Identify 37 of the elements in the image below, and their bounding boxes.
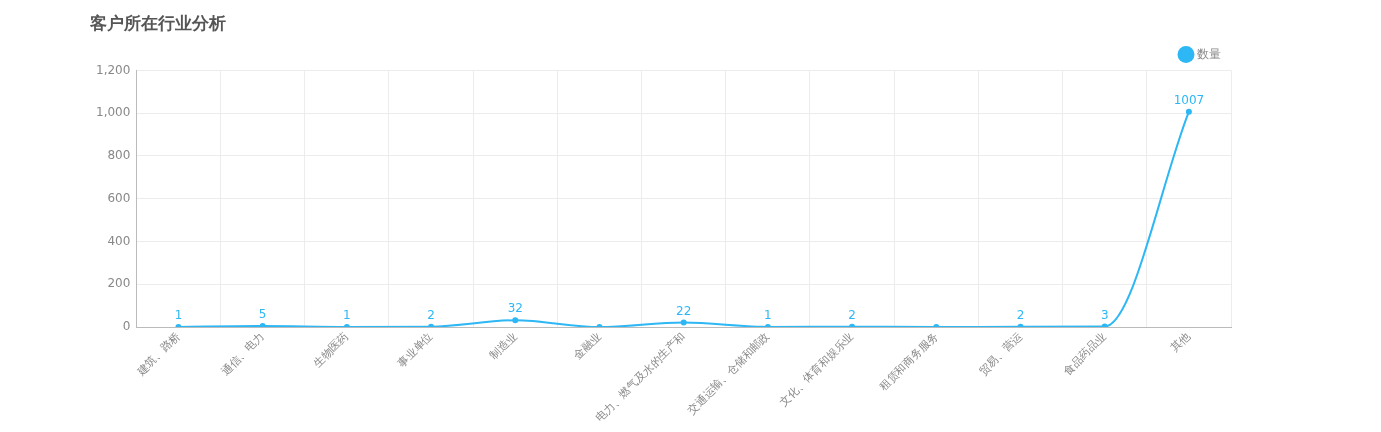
x-tick-label: 事业单位 bbox=[394, 329, 436, 371]
point bbox=[1101, 323, 1108, 328]
x-tick-label: 文化、体育和娱乐业 bbox=[777, 329, 857, 409]
y-tick-label: 800 bbox=[107, 148, 131, 163]
data-label: 2 bbox=[427, 307, 435, 322]
y-tick-label: 200 bbox=[107, 276, 131, 291]
data-label: 22 bbox=[676, 303, 692, 318]
x-tick-label: 生物医药 bbox=[310, 329, 352, 371]
x-tick-label: 贸易、营运 bbox=[976, 329, 1025, 378]
data-label: 32 bbox=[507, 301, 523, 316]
point bbox=[512, 317, 519, 324]
y-tick-label: 400 bbox=[107, 233, 131, 248]
x-tick-label: 建筑、路桥 bbox=[133, 329, 183, 379]
x-tick-label: 食品药品业 bbox=[1060, 329, 1109, 378]
data-label: 1 bbox=[343, 308, 351, 323]
point bbox=[680, 319, 687, 326]
data-label: 1007 bbox=[1173, 92, 1205, 107]
point bbox=[1185, 108, 1192, 115]
x-tick-label: 通信、电力 bbox=[218, 329, 267, 378]
y-tick-label: 1,200 bbox=[95, 62, 131, 77]
x-tick-label: 交通运输、仓储和邮政 bbox=[685, 329, 773, 417]
x-tick-label: 制造业 bbox=[486, 329, 520, 363]
x-tick-label: 租赁和商务服务 bbox=[876, 329, 941, 394]
x-tick-label: 其他 bbox=[1168, 329, 1194, 355]
y-tick-label: 1,000 bbox=[95, 105, 131, 120]
y-tick-label: 600 bbox=[107, 190, 131, 205]
point bbox=[175, 323, 182, 328]
legend-label: 数量 bbox=[1197, 46, 1221, 61]
x-tick-label: 金融业 bbox=[571, 329, 604, 363]
data-label: 1 bbox=[764, 308, 772, 323]
data-label: 2 bbox=[1016, 307, 1025, 322]
data-label: 2 bbox=[848, 307, 856, 322]
y-tick-label: 0 bbox=[122, 319, 131, 334]
data-label: 1 bbox=[174, 308, 183, 323]
chart-title: 客户所在行业分析 bbox=[89, 12, 226, 33]
data-label: 3 bbox=[1100, 307, 1109, 322]
data-label: 5 bbox=[258, 307, 267, 322]
